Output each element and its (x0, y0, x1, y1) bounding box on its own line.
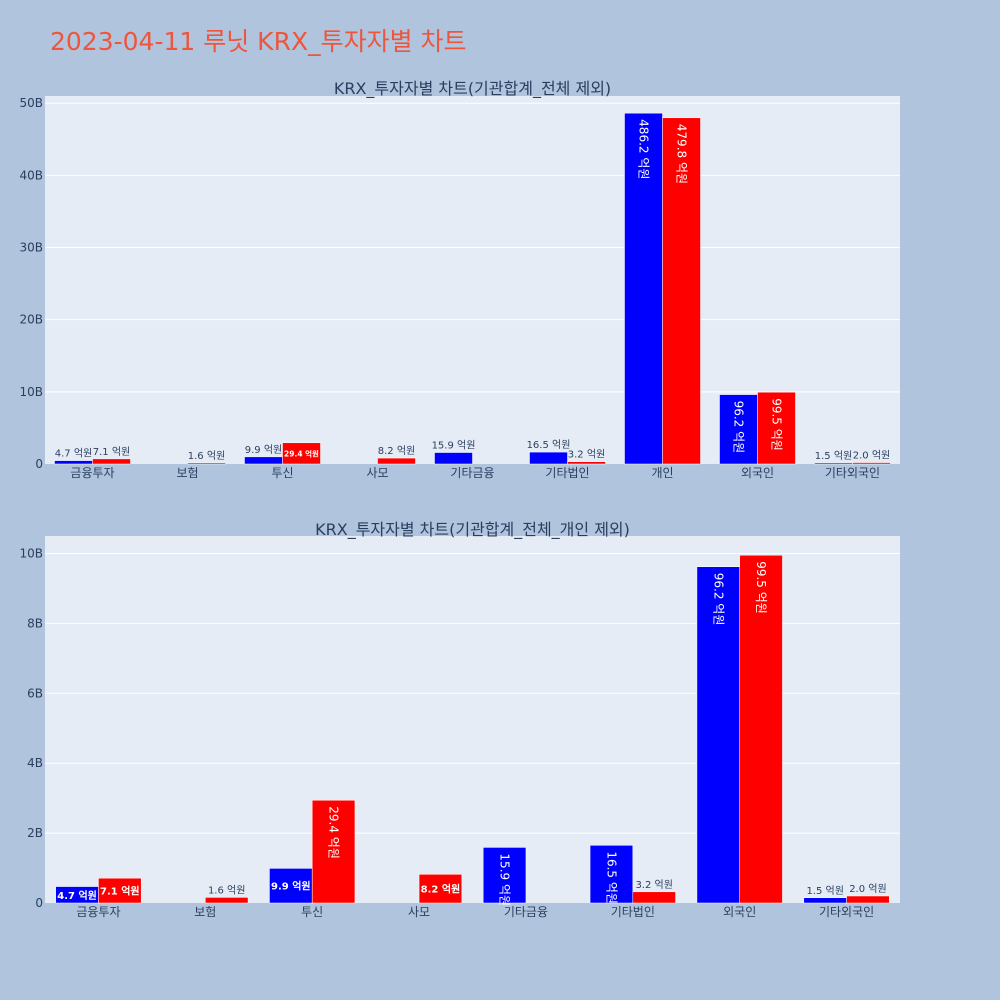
bar (187, 462, 226, 465)
bar (719, 394, 758, 465)
y-tick-label: 6B (27, 686, 43, 700)
x-tick-label: 기타외국인 (819, 905, 874, 919)
bar (377, 457, 416, 465)
y-tick-label: 0 (35, 896, 43, 910)
x-tick-label: 보험 (194, 905, 216, 919)
y-tick-label: 50B (19, 96, 43, 110)
bar (282, 442, 321, 465)
data-label: 99.5 억원 (754, 561, 768, 614)
data-label: 1.5 억원 (806, 885, 843, 897)
bar (846, 895, 890, 904)
data-label: 3.2 억원 (568, 449, 605, 461)
chart-title-0: KRX_투자자별 차트(기관합계_전체 제외) (334, 79, 611, 99)
data-label: 486.2 억원 (637, 119, 651, 179)
y-tick-label: 2B (27, 826, 43, 840)
data-label: 1.6 억원 (208, 884, 245, 896)
y-tick-label: 4B (27, 756, 43, 770)
bar (92, 458, 131, 465)
data-label: 3.2 억원 (635, 879, 672, 891)
data-label: 9.9 억원 (271, 880, 311, 893)
data-label: 7.1 억원 (93, 446, 130, 458)
data-label: 16.5 억원 (604, 851, 618, 904)
bar (311, 799, 356, 904)
y-tick-label: 0 (35, 457, 43, 471)
x-tick-label: 기타법인 (611, 905, 655, 919)
x-tick-label: 투신 (301, 905, 323, 919)
data-label: 15.9 억원 (498, 853, 512, 906)
y-tick-label: 30B (19, 241, 43, 255)
data-label: 2.0 억원 (853, 450, 890, 462)
bar (529, 451, 568, 465)
x-tick-label: 개인 (651, 466, 673, 480)
data-label: 2.0 억원 (849, 883, 886, 895)
bar (205, 897, 249, 904)
x-tick-label: 기타외국인 (825, 466, 880, 480)
bar (739, 554, 783, 904)
x-tick-label: 투신 (271, 466, 293, 480)
bar (662, 117, 701, 465)
x-tick-label: 사모 (408, 905, 430, 919)
bar (244, 456, 283, 465)
data-label: 29.4 억원 (327, 806, 341, 859)
data-label: 15.9 억원 (432, 440, 476, 452)
x-tick-label: 보험 (176, 466, 198, 480)
data-label: 96.2 억원 (711, 573, 725, 626)
data-label: 8.2 억원 (378, 445, 415, 457)
y-tick-label: 10B (19, 385, 43, 399)
x-tick-label: 외국인 (723, 905, 756, 919)
bar (624, 112, 663, 465)
chart-title-1: KRX_투자자별 차트(기관합계_전체_개인 제외) (315, 520, 630, 540)
data-label: 8.2 억원 (421, 883, 461, 896)
data-label: 99.5 억원 (770, 398, 784, 451)
data-label: 9.9 억원 (245, 444, 282, 456)
bar (98, 877, 142, 904)
bar (814, 462, 853, 465)
y-tick-label: 40B (19, 168, 43, 182)
y-tick-label: 8B (27, 616, 43, 630)
data-label: 4.7 억원 (57, 889, 97, 902)
x-tick-label: 사모 (366, 466, 388, 480)
data-label: 4.7 억원 (55, 448, 92, 460)
bar (418, 874, 463, 904)
bar (482, 847, 527, 904)
y-tick-label: 20B (19, 313, 43, 327)
bar (803, 897, 847, 904)
bar (757, 391, 796, 465)
x-tick-label: 금융투자 (76, 905, 120, 919)
y-tick-label: 10B (19, 546, 43, 560)
bar (632, 891, 676, 904)
bar (589, 845, 634, 904)
page-title: 2023-04-11 루닛 KRX_투자자별 차트 (50, 27, 467, 56)
data-label: 1.6 억원 (188, 450, 225, 462)
bar (54, 460, 93, 465)
x-tick-label: 금융투자 (70, 466, 114, 480)
data-label: 1.5 억원 (815, 450, 852, 462)
x-tick-label: 외국인 (741, 466, 774, 480)
x-tick-label: 기타금융 (450, 466, 494, 480)
data-label: 96.2 억원 (732, 401, 746, 454)
bar (434, 452, 473, 465)
bar (852, 462, 891, 465)
bar (567, 461, 606, 465)
data-label: 29.4 억원 (284, 448, 319, 458)
data-label: 7.1 억원 (100, 885, 140, 898)
x-tick-label: 기타법인 (545, 466, 589, 480)
bar (696, 566, 740, 904)
x-tick-label: 기타금융 (504, 905, 548, 919)
data-label: 479.8 억원 (675, 124, 689, 184)
data-label: 16.5 억원 (527, 439, 571, 451)
